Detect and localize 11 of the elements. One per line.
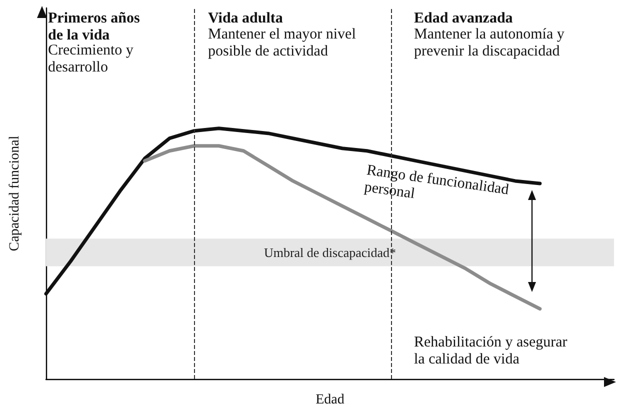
text: Primeros años de la vida <box>48 10 140 44</box>
annotation: Rehabilitación y asegurar la calidad de vida <box>414 334 568 368</box>
x-axis-title: Edad <box>316 392 344 408</box>
text: Crecimiento y desarrollo <box>48 42 134 76</box>
annotation: Rango de funcionalidad personal <box>363 162 510 202</box>
band-label: Umbral de discapacidad* <box>264 244 396 260</box>
text: Mantener el mayor nivel posible de actividad <box>208 26 356 60</box>
text: Vida adulta <box>208 10 284 26</box>
text: Edad avanzada <box>414 10 514 26</box>
y-axis-title: Capacidad funcional <box>8 136 22 252</box>
text: Mantener la autonomía y prevenir la discapacidad <box>414 26 565 60</box>
